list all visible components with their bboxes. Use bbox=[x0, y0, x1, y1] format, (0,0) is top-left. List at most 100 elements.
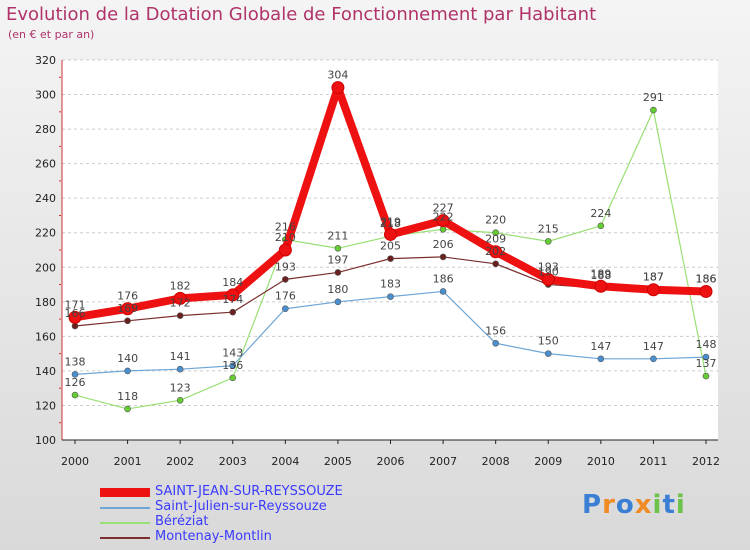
data-label: 202 bbox=[485, 245, 506, 258]
x-tick-label: 2003 bbox=[219, 455, 247, 468]
data-point bbox=[544, 238, 552, 245]
data-label: 211 bbox=[327, 229, 348, 242]
x-tick-label: 2008 bbox=[482, 455, 510, 468]
data-label: 147 bbox=[643, 340, 664, 353]
y-tick-label: 200 bbox=[35, 261, 56, 274]
data-label: 224 bbox=[590, 207, 611, 220]
data-point bbox=[124, 405, 131, 413]
legend-label: Montenay-Montlin bbox=[155, 529, 272, 544]
data-label: 171 bbox=[65, 298, 86, 311]
data-point bbox=[646, 283, 660, 297]
data-label: 190 bbox=[538, 266, 559, 279]
legend-swatch bbox=[100, 507, 150, 509]
data-label: 143 bbox=[222, 347, 243, 360]
legend-swatch bbox=[100, 522, 150, 524]
data-label: 137 bbox=[696, 357, 717, 370]
data-label: 141 bbox=[170, 350, 191, 363]
data-point bbox=[439, 253, 447, 261]
data-point bbox=[594, 279, 608, 293]
data-point bbox=[436, 214, 450, 228]
data-point bbox=[334, 269, 342, 276]
legend-label: Saint-Julien-sur-Reyssouze bbox=[155, 499, 327, 514]
x-tick-label: 2002 bbox=[166, 455, 194, 468]
data-label: 205 bbox=[380, 240, 401, 253]
logo-letter: r bbox=[602, 490, 616, 520]
data-label: 206 bbox=[433, 238, 454, 251]
logo-letter: t bbox=[662, 490, 676, 520]
data-point bbox=[71, 391, 79, 399]
data-point bbox=[124, 367, 131, 375]
data-label: 186 bbox=[433, 272, 454, 285]
data-point bbox=[229, 374, 237, 382]
x-tick-label: 2007 bbox=[429, 455, 457, 468]
data-point bbox=[68, 310, 82, 324]
data-label: 136 bbox=[222, 359, 243, 372]
logo-letter: i bbox=[652, 490, 663, 520]
y-tick-label: 280 bbox=[35, 123, 56, 136]
x-tick-label: 2006 bbox=[377, 455, 405, 468]
data-label: 123 bbox=[170, 381, 191, 394]
data-point bbox=[71, 322, 79, 330]
data-point bbox=[331, 81, 345, 95]
x-tick-label: 2000 bbox=[61, 455, 89, 468]
data-label: 166 bbox=[65, 307, 86, 320]
data-label: 193 bbox=[275, 260, 296, 273]
data-point bbox=[489, 245, 503, 259]
legend-label: SAINT-JEAN-SUR-REYSSOUZE bbox=[155, 484, 343, 499]
data-label: 188 bbox=[590, 269, 611, 282]
data-point bbox=[699, 284, 713, 298]
data-label: 222 bbox=[433, 210, 454, 223]
logo-letter: i bbox=[675, 490, 686, 520]
data-label: 219 bbox=[380, 215, 401, 228]
y-tick-label: 160 bbox=[35, 330, 56, 343]
data-label: 186 bbox=[696, 272, 717, 285]
data-point bbox=[387, 255, 394, 262]
data-label: 187 bbox=[643, 271, 664, 284]
data-point bbox=[702, 372, 710, 380]
x-tick-label: 2005 bbox=[324, 455, 352, 468]
data-point bbox=[229, 362, 237, 370]
y-tick-label: 100 bbox=[35, 434, 56, 447]
data-label: 197 bbox=[327, 253, 348, 266]
y-tick-label: 180 bbox=[35, 296, 56, 309]
chart-subtitle: (en € et par an) bbox=[8, 28, 95, 41]
data-label: 147 bbox=[590, 340, 611, 353]
data-point bbox=[121, 302, 135, 316]
data-label: 187 bbox=[643, 271, 664, 284]
y-tick-label: 300 bbox=[35, 89, 56, 102]
data-point bbox=[229, 308, 237, 316]
data-label: 209 bbox=[485, 233, 506, 246]
logo-letter: o bbox=[615, 490, 635, 520]
data-point bbox=[650, 106, 657, 114]
proxiti-logo: Proxiti bbox=[582, 490, 686, 520]
data-label: 172 bbox=[170, 297, 191, 310]
data-label: 156 bbox=[485, 324, 506, 337]
data-label: 140 bbox=[117, 352, 138, 365]
data-point bbox=[282, 276, 289, 283]
data-label: 126 bbox=[65, 376, 86, 389]
x-tick-label: 2004 bbox=[271, 455, 299, 468]
x-tick-label: 2010 bbox=[587, 455, 615, 468]
y-tick-label: 220 bbox=[35, 227, 56, 240]
data-point bbox=[544, 350, 552, 357]
data-label: 220 bbox=[485, 214, 506, 227]
data-point bbox=[541, 272, 555, 286]
data-label: 176 bbox=[275, 290, 296, 303]
data-label: 186 bbox=[696, 272, 717, 285]
data-label: 176 bbox=[117, 290, 138, 303]
data-point bbox=[176, 365, 184, 373]
data-label: 138 bbox=[65, 355, 86, 368]
data-label: 189 bbox=[590, 267, 611, 280]
data-point bbox=[278, 243, 292, 257]
data-point bbox=[71, 371, 79, 378]
x-tick-label: 2001 bbox=[114, 455, 142, 468]
data-point bbox=[282, 305, 289, 313]
y-tick-label: 120 bbox=[35, 399, 56, 412]
data-point bbox=[597, 222, 605, 230]
x-tick-label: 2009 bbox=[534, 455, 562, 468]
data-label: 150 bbox=[538, 335, 559, 348]
data-label: 174 bbox=[222, 293, 243, 306]
data-label: 218 bbox=[380, 217, 401, 230]
data-point bbox=[226, 288, 240, 302]
data-point bbox=[597, 355, 605, 363]
